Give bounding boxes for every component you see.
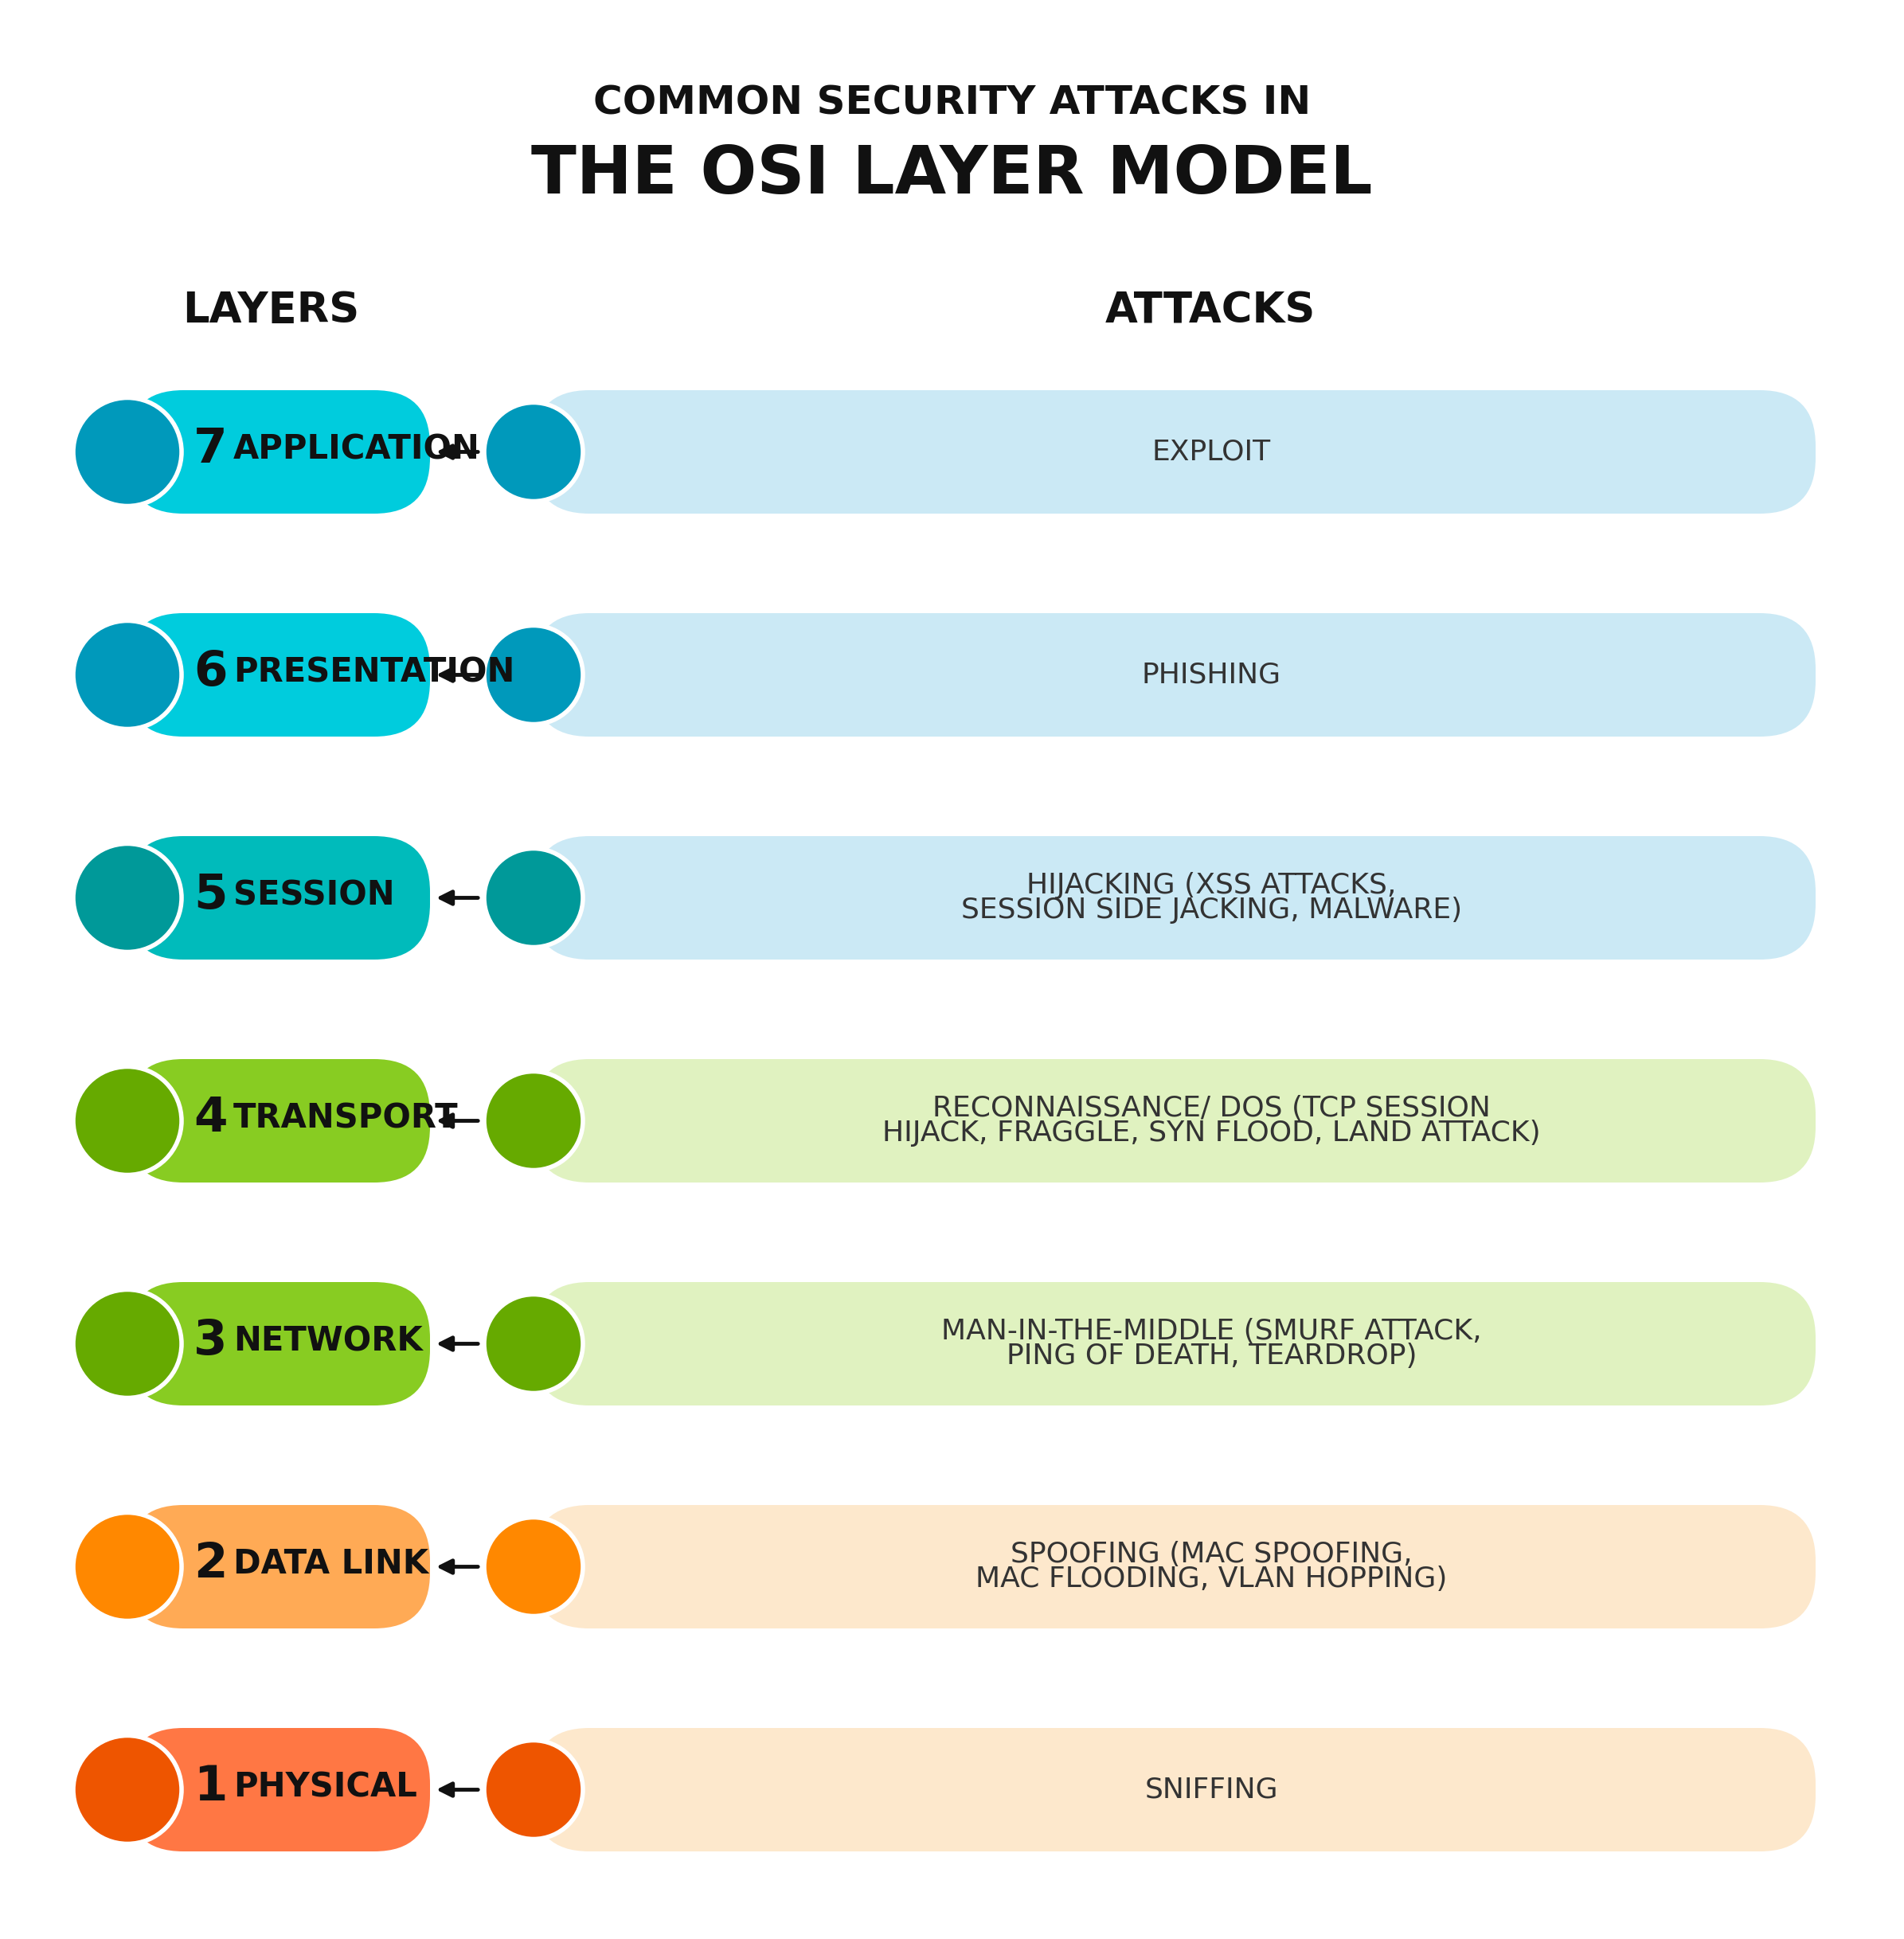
Circle shape: [484, 1518, 583, 1615]
Text: 3: 3: [194, 1319, 227, 1365]
FancyBboxPatch shape: [128, 1059, 430, 1183]
Circle shape: [72, 1735, 181, 1844]
FancyBboxPatch shape: [128, 390, 430, 514]
Text: RECONNAISSANCE/ DOS (TCP SESSION: RECONNAISSANCE/ DOS (TCP SESSION: [933, 1096, 1491, 1123]
FancyBboxPatch shape: [128, 1728, 430, 1852]
Text: PHYSICAL: PHYSICAL: [234, 1770, 417, 1803]
Text: 7: 7: [194, 427, 227, 473]
Text: 5: 5: [194, 873, 227, 919]
Text: PING OF DEATH, TEARDROP): PING OF DEATH, TEARDROP): [1007, 1342, 1417, 1369]
FancyBboxPatch shape: [533, 1728, 1816, 1852]
Text: 6: 6: [194, 650, 227, 696]
Text: SPOOFING (MAC SPOOFING,: SPOOFING (MAC SPOOFING,: [1011, 1542, 1413, 1569]
FancyBboxPatch shape: [128, 1505, 430, 1629]
Text: DATA LINK: DATA LINK: [234, 1547, 428, 1580]
Circle shape: [72, 843, 181, 952]
Circle shape: [72, 620, 181, 729]
Circle shape: [72, 397, 181, 506]
FancyBboxPatch shape: [128, 836, 430, 960]
FancyBboxPatch shape: [533, 613, 1816, 737]
Text: TRANSPORT: TRANSPORT: [234, 1101, 459, 1134]
Circle shape: [72, 1289, 181, 1398]
Text: SESSION SIDE JACKING, MALWARE): SESSION SIDE JACKING, MALWARE): [962, 898, 1462, 923]
Circle shape: [484, 1072, 583, 1169]
Circle shape: [72, 1066, 181, 1175]
Circle shape: [484, 849, 583, 948]
Text: PHISHING: PHISHING: [1142, 661, 1281, 688]
Text: 4: 4: [194, 1096, 227, 1142]
Circle shape: [72, 1512, 181, 1621]
Text: MAN-IN-THE-MIDDLE (SMURF ATTACK,: MAN-IN-THE-MIDDLE (SMURF ATTACK,: [941, 1319, 1481, 1346]
FancyBboxPatch shape: [533, 836, 1816, 960]
FancyBboxPatch shape: [533, 1505, 1816, 1629]
Text: SESSION: SESSION: [234, 878, 394, 911]
FancyBboxPatch shape: [128, 1282, 430, 1406]
Text: NETWORK: NETWORK: [234, 1324, 423, 1357]
Text: HIJACKING (XSS ATTACKS,: HIJACKING (XSS ATTACKS,: [1026, 873, 1396, 900]
Circle shape: [484, 626, 583, 725]
Text: ATTACKS: ATTACKS: [1104, 289, 1316, 332]
FancyBboxPatch shape: [128, 613, 430, 737]
Text: THE OSI LAYER MODEL: THE OSI LAYER MODEL: [531, 143, 1373, 207]
Text: LAYERS: LAYERS: [183, 289, 360, 332]
Text: MAC FLOODING, VLAN HOPPING): MAC FLOODING, VLAN HOPPING): [975, 1565, 1447, 1592]
FancyBboxPatch shape: [533, 390, 1816, 514]
Text: SNIFFING: SNIFFING: [1144, 1776, 1278, 1803]
FancyBboxPatch shape: [533, 1282, 1816, 1406]
FancyBboxPatch shape: [533, 1059, 1816, 1183]
Circle shape: [484, 1295, 583, 1392]
Text: 2: 2: [194, 1542, 227, 1588]
Text: EXPLOIT: EXPLOIT: [1152, 438, 1272, 465]
Circle shape: [484, 403, 583, 502]
Text: APPLICATION: APPLICATION: [234, 432, 480, 465]
Text: 1: 1: [194, 1764, 227, 1811]
Text: COMMON SECURITY ATTACKS IN: COMMON SECURITY ATTACKS IN: [594, 85, 1310, 122]
Circle shape: [484, 1741, 583, 1838]
Text: PRESENTATION: PRESENTATION: [234, 655, 514, 688]
Text: HIJACK, FRAGGLE, SYN FLOOD, LAND ATTACK): HIJACK, FRAGGLE, SYN FLOOD, LAND ATTACK): [882, 1121, 1540, 1146]
